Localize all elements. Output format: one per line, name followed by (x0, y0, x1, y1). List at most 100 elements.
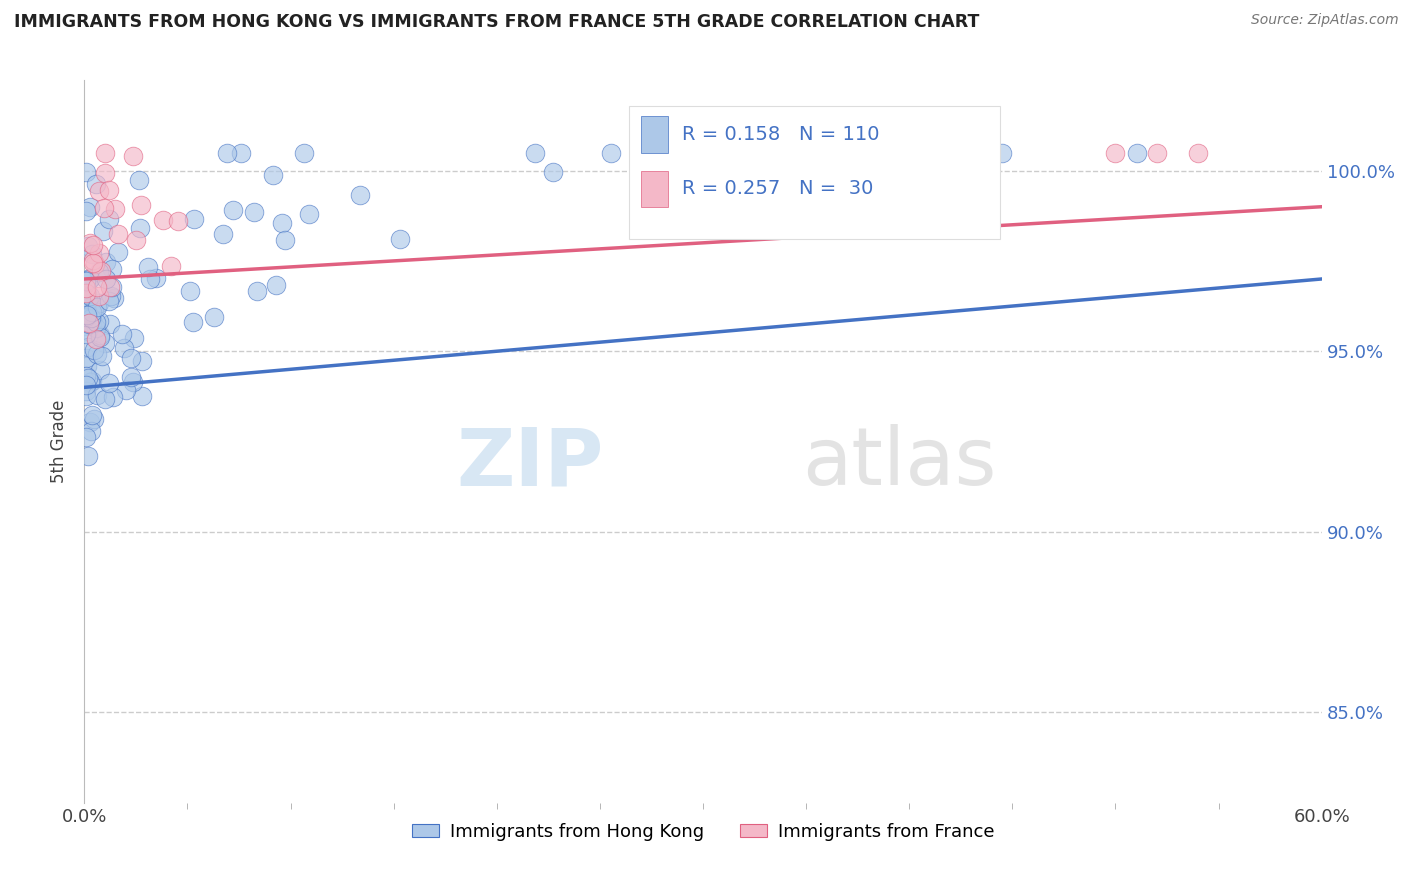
Point (292, 145, 315, 160)
Point (115, 383, 138, 397)
Point (89, 296, 111, 310)
Point (103, 291, 125, 305)
Point (77, 370, 100, 384)
Point (94, 166, 117, 180)
Point (75, 286, 97, 301)
Point (273, 233, 295, 247)
Point (93, 202, 115, 216)
Point (82, 375, 104, 389)
Point (79, 235, 101, 250)
Point (202, 310, 225, 325)
Point (83, 343, 105, 358)
Point (94, 145, 117, 160)
Point (75, 310, 97, 325)
Point (181, 315, 204, 329)
Point (262, 168, 284, 182)
Text: IMMIGRANTS FROM HONG KONG VS IMMIGRANTS FROM FRANCE 5TH GRADE CORRELATION CHART: IMMIGRANTS FROM HONG KONG VS IMMIGRANTS … (14, 13, 980, 31)
Point (79, 317, 101, 331)
Point (217, 145, 239, 160)
Point (83, 412, 105, 426)
Point (131, 389, 153, 403)
Point (75, 378, 97, 392)
Point (79, 424, 101, 438)
Point (97, 293, 120, 308)
Text: ZIP: ZIP (457, 425, 605, 502)
Point (98, 317, 121, 331)
Point (89, 265, 111, 279)
Point (79, 271, 101, 285)
Point (167, 213, 190, 227)
Point (231, 145, 253, 160)
Point (80, 310, 103, 325)
Point (152, 213, 174, 227)
Point (100, 262, 122, 277)
Point (94, 254, 117, 268)
Point (120, 351, 142, 366)
Point (89, 330, 111, 344)
Point (77, 316, 100, 330)
Point (91, 349, 114, 363)
Point (297, 207, 319, 221)
Point (75, 327, 97, 342)
Point (107, 227, 129, 241)
Point (541, 165, 564, 179)
Point (84, 178, 107, 192)
Point (80, 246, 103, 260)
Point (75, 318, 97, 333)
Point (75, 429, 97, 443)
Point (84, 332, 107, 346)
Point (83, 303, 105, 318)
Point (89, 245, 111, 260)
Point (77, 449, 100, 463)
Point (79, 200, 101, 214)
Point (82, 256, 104, 270)
Point (128, 172, 150, 186)
Point (389, 232, 412, 246)
Point (685, 145, 707, 160)
Point (93, 336, 115, 351)
Point (131, 198, 153, 212)
Point (89, 363, 111, 377)
FancyBboxPatch shape (641, 117, 668, 153)
Point (104, 202, 127, 216)
Point (75, 351, 97, 365)
FancyBboxPatch shape (641, 170, 668, 207)
Point (76, 359, 98, 373)
Point (76, 286, 98, 301)
Point (80, 408, 103, 422)
Y-axis label: 5th Grade: 5th Grade (51, 400, 69, 483)
Point (79, 289, 101, 303)
Point (89, 184, 111, 198)
Point (884, 145, 907, 160)
Point (264, 277, 287, 292)
Point (75, 389, 97, 403)
Point (139, 271, 162, 285)
Point (122, 331, 145, 345)
Point (523, 145, 546, 160)
Text: Source: ZipAtlas.com: Source: ZipAtlas.com (1251, 13, 1399, 28)
Point (107, 244, 129, 259)
Point (98, 280, 121, 294)
Point (1125, 145, 1147, 160)
Point (159, 260, 181, 274)
Point (98, 211, 121, 226)
Point (76, 291, 98, 305)
Point (121, 149, 143, 163)
Legend: Immigrants from Hong Kong, Immigrants from France: Immigrants from Hong Kong, Immigrants fr… (405, 815, 1001, 848)
Point (131, 354, 153, 368)
Point (1104, 145, 1126, 160)
Point (125, 233, 148, 247)
Point (86, 388, 108, 402)
Point (84, 321, 107, 335)
Point (82, 305, 104, 319)
Point (79, 272, 101, 286)
Point (991, 145, 1014, 160)
Point (75, 274, 97, 288)
Point (86, 280, 108, 294)
Point (122, 375, 145, 389)
Point (103, 391, 125, 405)
Point (93, 224, 115, 238)
Point (93, 392, 115, 407)
Point (98, 183, 121, 197)
Point (246, 284, 269, 298)
